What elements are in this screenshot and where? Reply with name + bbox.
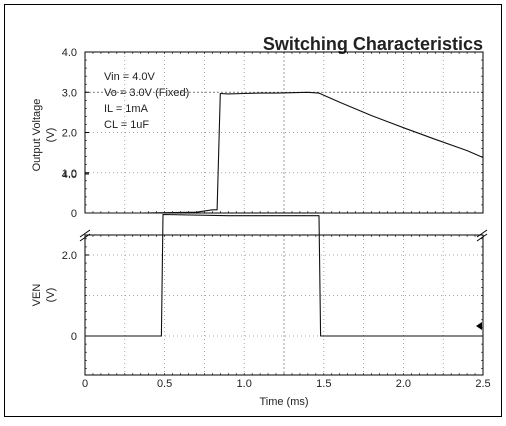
x-tick-label: 2.5 xyxy=(475,378,490,390)
axis-break-right xyxy=(476,229,488,242)
x-tick-label: 0 xyxy=(82,378,88,390)
output-voltage-ylabel-unit: (V) xyxy=(45,128,57,143)
y-tick-label: 3.0 xyxy=(62,87,77,99)
condition-vo: Vo = 3.0V (Fixed) xyxy=(104,87,189,99)
condition-vin: Vin = 4.0V xyxy=(104,71,156,83)
y-tick-label: 0 xyxy=(71,331,77,343)
ven-trace xyxy=(85,213,483,337)
x-tick-label: 2.0 xyxy=(396,378,411,390)
output-voltage-trace xyxy=(85,91,484,214)
output-voltage-axis-title: Output Voltage (V) xyxy=(31,99,57,172)
axis-break-left xyxy=(79,229,91,242)
ground-marker-icon xyxy=(476,322,482,330)
ven-axis-title: VEN (V) xyxy=(31,284,57,307)
ven-ylabel: VEN xyxy=(31,284,43,307)
y-tick-label: 2.0 xyxy=(62,128,77,140)
output-voltage-ylabel: Output Voltage xyxy=(31,99,43,172)
axis-layer: 0 1.0 2.0 3.0 4.0 0 2.0 4.0 0 0.5 1.0 1.5 2.0 2.5 xyxy=(62,47,491,390)
chart-title: Switching Characteristics xyxy=(263,34,483,54)
condition-il: IL = 1mA xyxy=(104,103,149,115)
y-tick-label: 2.0 xyxy=(62,250,77,262)
y-tick-label: 4.0 xyxy=(62,47,77,59)
grid-layer xyxy=(85,52,483,375)
chart-border xyxy=(4,4,502,417)
x-tick-label: 1.5 xyxy=(316,378,331,390)
x-tick-label: 0.5 xyxy=(157,378,172,390)
conditions-annotation: Vin = 4.0V Vo = 3.0V (Fixed) IL = 1mA CL… xyxy=(104,71,189,131)
y-tick-label: 4.0 xyxy=(62,169,77,181)
x-axis-title: Time (ms) xyxy=(259,396,308,408)
y-tick-label: 1.0 xyxy=(62,168,77,180)
condition-cl: CL = 1uF xyxy=(104,119,149,131)
ven-ylabel-unit: (V) xyxy=(45,288,57,303)
y-tick-label: 0 xyxy=(71,208,77,220)
series-layer xyxy=(85,91,484,337)
x-tick-label: 1.0 xyxy=(237,378,252,390)
